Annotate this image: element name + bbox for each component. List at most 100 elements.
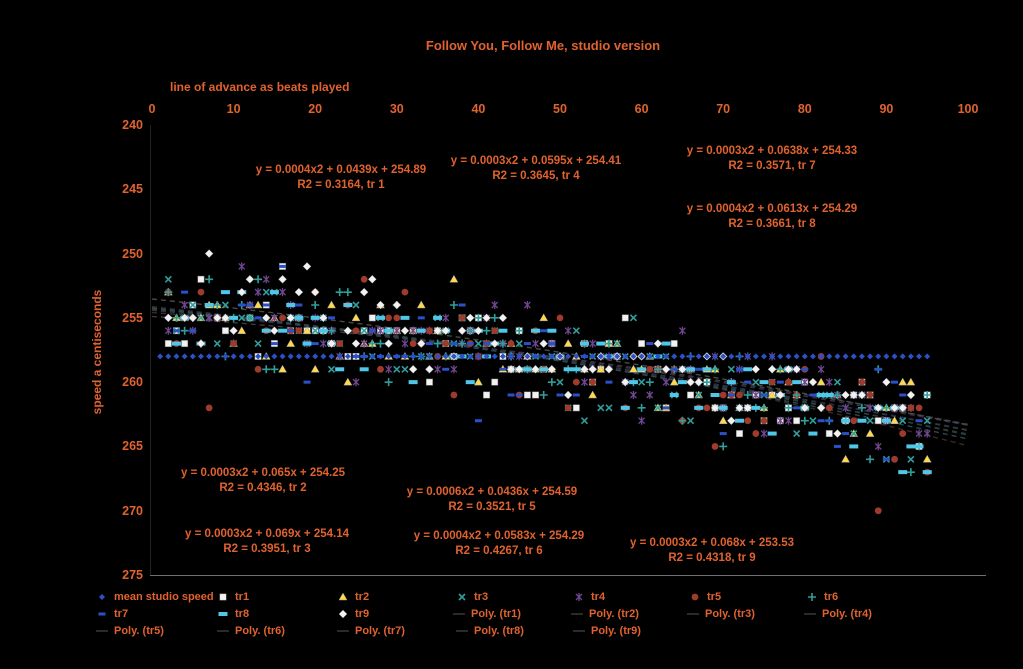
equation-line: y = 0.0003x2 + 0.069x + 254.14 (184, 528, 350, 540)
x-marker-icon (458, 593, 466, 601)
y-axis-line (150, 125, 151, 575)
equation-line: y = 0.0003x2 + 0.0638x + 254.33 (686, 145, 858, 157)
legend-item-tr5: tr5 (688, 591, 721, 603)
legend-label: Poly. (tr7) (355, 625, 405, 637)
legend-item-poly-tr6-: Poly. (tr6) (216, 625, 285, 637)
equation-r2-line: R2 = 0.3951, tr 3 (223, 543, 311, 555)
triangle-marker-icon (338, 592, 348, 601)
x-axis-title: line of advance as beats played (170, 80, 350, 94)
y-tick-label: 260 (122, 375, 143, 390)
chart-title: Follow You, Follow Me, studio version (425, 38, 661, 53)
trend-equation: y = 0.0004x2 + 0.0439x + 254.89 R2 = 0.31… (256, 163, 426, 193)
x-tick-label: 100 (957, 102, 979, 116)
trend-equation: y = 0.0003x2 + 0.0638x + 254.33 R2 = 0.35… (687, 144, 857, 174)
equation-r2-line: R2 = 0.4346, tr 2 (219, 482, 307, 494)
equation-line: y = 0.0003x2 + 0.0595x + 254.41 (450, 155, 622, 167)
series-tr9 (163, 249, 916, 438)
legend-item-tr8: tr8 (216, 608, 249, 620)
trend-equation: y = 0.0006x2 + 0.0436x + 254.59 R2 = 0.35… (407, 485, 577, 515)
equation-r2-line: R2 = 0.3164, tr 1 (297, 179, 385, 191)
equation-r2-line: R2 = 0.3661, tr 8 (728, 218, 816, 230)
equation-r2-line: R2 = 0.3571, tr 7 (728, 160, 816, 172)
equation-line: y = 0.0004x2 + 0.0583x + 254.29 (413, 530, 585, 542)
x-tick-label: 80 (797, 102, 812, 116)
line-marker-icon (217, 630, 229, 632)
dash-marker-icon (218, 612, 228, 616)
legend-label: tr8 (235, 608, 250, 620)
x-tick-label: 10 (226, 102, 241, 116)
y-tick-label: 250 (122, 246, 143, 261)
legend-label: Poly. (tr6) (235, 625, 285, 637)
x-tick-label: 60 (634, 102, 649, 116)
legend-item-poly-tr8-: Poly. (tr8) (455, 625, 524, 637)
x-tick-label: 40 (471, 102, 486, 116)
trendline-tr8 (151, 308, 969, 440)
line-marker-icon (337, 630, 349, 632)
legend-item-tr6: tr6 (805, 591, 838, 603)
legend-label: mean studio speed (114, 591, 214, 603)
y-tick-label: 245 (122, 182, 143, 197)
line-marker-icon (453, 613, 465, 615)
y-tick-label: 240 (122, 118, 143, 132)
diamond-small-marker-icon (99, 594, 105, 600)
y-tick-label: 270 (122, 503, 143, 518)
legend-item-tr4: tr4 (572, 591, 605, 603)
legend-label: tr3 (474, 591, 489, 603)
legend-item-tr1: tr1 (216, 591, 249, 603)
trend-equation: y = 0.0003x2 + 0.068x + 253.53 R2 = 0.431… (630, 536, 794, 566)
legend-item-poly-tr4-: Poly. (tr4) (803, 608, 872, 620)
equation-r2-line: R2 = 0.4267, tr 6 (455, 545, 543, 557)
legend-label: Poly. (tr3) (705, 608, 755, 620)
x-tick-label: 70 (716, 102, 731, 116)
legend-item-poly-tr9-: Poly. (tr9) (572, 625, 641, 637)
diamond-marker-icon (338, 609, 348, 619)
legend-label: Poly. (tr2) (589, 608, 639, 620)
trend-equation: y = 0.0004x2 + 0.0583x + 254.29 R2 = 0.42… (414, 529, 584, 559)
trend-equation: y = 0.0004x2 + 0.0613x + 254.29 R2 = 0.36… (687, 202, 857, 232)
legend-item-poly-tr7-: Poly. (tr7) (336, 625, 405, 637)
equation-line: y = 0.0003x2 + 0.068x + 253.53 (629, 537, 795, 549)
legend-item-mean-studio-speed: mean studio speed (95, 591, 214, 603)
legend-label: tr4 (591, 591, 606, 603)
line-marker-icon (456, 630, 468, 632)
plus-marker-icon (808, 593, 816, 601)
legend-item-poly-tr3-: Poly. (tr3) (686, 608, 755, 620)
series-tr7 (164, 264, 923, 461)
equation-r2-line: R2 = 0.3521, tr 5 (448, 501, 536, 513)
legend-label: tr6 (824, 591, 839, 603)
x-tick-label: 90 (879, 102, 894, 116)
legend-item-poly-tr5-: Poly. (tr5) (95, 625, 164, 637)
line-marker-icon (804, 613, 816, 615)
series-mean-studio-speed (157, 353, 931, 360)
legend-label: tr9 (355, 608, 370, 620)
legend-item-poly-tr2-: Poly. (tr2) (570, 608, 639, 620)
line-marker-icon (687, 613, 699, 615)
legend-label: tr7 (114, 608, 129, 620)
plot-area (151, 249, 969, 515)
x-tick-label: 0 (148, 102, 156, 116)
legend-item-tr3: tr3 (455, 591, 488, 603)
equation-r2-line: R2 = 0.3645, tr 4 (492, 170, 580, 182)
equation-line: y = 0.0004x2 + 0.0613x + 254.29 (686, 203, 858, 215)
star-marker-icon (575, 593, 583, 601)
legend-label: tr1 (235, 591, 250, 603)
x-tick-label: 50 (553, 102, 567, 116)
y-tick-label: 265 (122, 439, 143, 454)
line-marker-icon (573, 630, 585, 632)
legend-label: Poly. (tr1) (471, 608, 521, 620)
legend-item-tr7: tr7 (95, 608, 128, 620)
legend-label: Poly. (tr5) (114, 625, 164, 637)
equation-line: y = 0.0006x2 + 0.0436x + 254.59 (406, 486, 578, 498)
series-tr6 (164, 275, 932, 477)
x-axis-line (150, 575, 986, 576)
legend-label: Poly. (tr9) (591, 625, 641, 637)
legend-item-tr2: tr2 (336, 591, 369, 603)
legend-item-tr9: tr9 (336, 608, 369, 620)
equation-r2-line: R2 = 0.4318, tr 9 (668, 552, 756, 564)
line-marker-icon (96, 630, 108, 632)
trend-equation: y = 0.0003x2 + 0.069x + 254.14 R2 = 0.395… (185, 527, 349, 557)
trend-equation: y = 0.0003x2 + 0.065x + 254.25 R2 = 0.434… (181, 466, 345, 496)
dash-small-marker-icon (98, 612, 106, 616)
legend-label: tr5 (707, 591, 722, 603)
